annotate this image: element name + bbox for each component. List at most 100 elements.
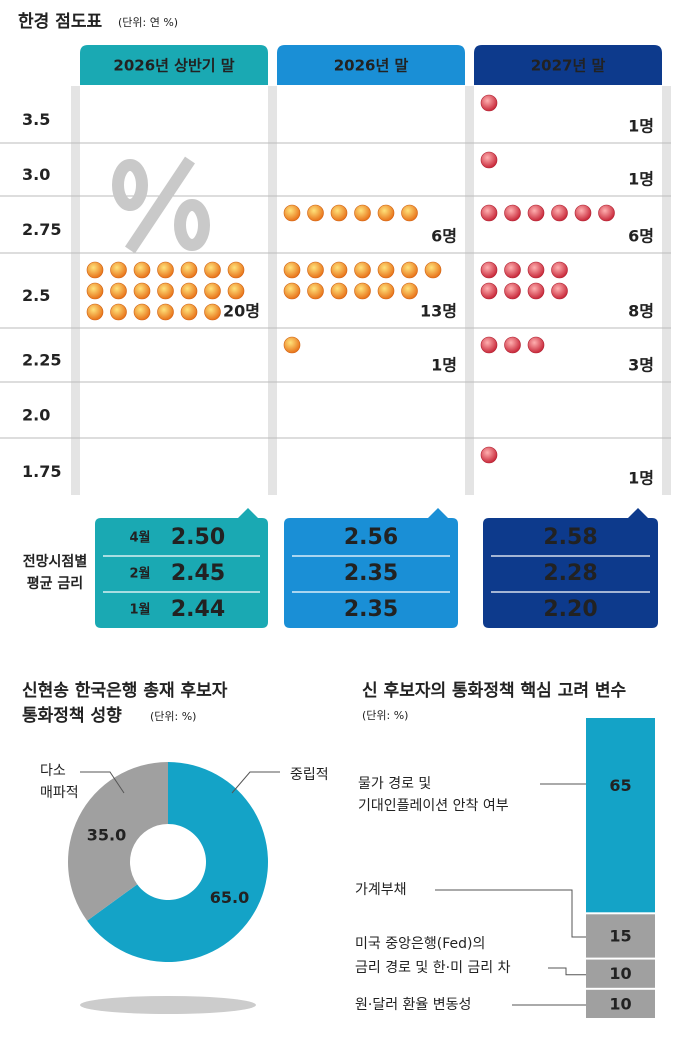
row-label: 4월 [129,530,150,546]
leader-line [231,771,280,794]
dot [480,282,498,300]
dot [480,446,498,464]
divider-strip [465,86,474,495]
count-label: 1명 [431,356,457,375]
dot [157,303,174,321]
row-label: 3.5 [22,110,50,129]
dot [551,204,568,222]
bar-value-label: 10 [609,964,631,983]
count-label: 6명 [628,227,654,246]
dot [377,204,395,222]
dot [307,261,324,279]
dot [133,261,151,279]
pie-category-label: 다소 [40,763,66,779]
bar-segment [586,718,655,913]
dot [527,204,545,222]
dot [283,261,301,279]
leader-line [435,889,586,938]
forecast-value: 2.35 [344,561,398,586]
count-label: 13명 [420,302,457,321]
bar-value-label: 15 [609,926,631,945]
bar-value-label: 65 [609,776,631,795]
dot [133,282,151,300]
dot [480,94,498,112]
bar-category-label: 물가 경로 및 [358,776,431,792]
dot [157,261,174,279]
pie-value-label: 65.0 [210,888,249,907]
dot [551,261,568,279]
row-label: 2.0 [22,406,50,425]
dot [283,336,301,354]
pie-unit: (단위: %) [150,710,196,723]
column-header-label: 2027년 말 [531,57,606,75]
pie-slice [87,762,269,963]
bar-category-label: 미국 중앙은행(Fed)의 [355,936,485,952]
bar-segment [586,989,655,1018]
table-label: 평균 금리 [27,575,83,592]
dot [227,261,245,279]
dot [157,282,174,300]
divider-strip [71,86,80,495]
pie-title: 신현송 한국은행 총재 후보자 [22,680,228,701]
dot [354,282,371,300]
count-label: 1명 [628,469,654,488]
dot [527,336,545,354]
forecast-value: 2.20 [543,597,597,622]
dot [283,282,301,300]
bar-category-label: 원·달러 환율 변동성 [355,997,471,1013]
title: 한경 점도표 [18,12,102,32]
dot [307,282,324,300]
divider-strip [268,86,277,495]
bar-segment [586,959,655,988]
unit: (단위: 연 %) [118,16,178,29]
bar-value-label: 10 [609,994,631,1013]
dot [180,303,198,321]
pie-slice [68,762,168,921]
forecast-box [483,508,658,628]
dot [330,261,348,279]
bar-unit: (단위: %) [362,709,408,722]
column-header [80,45,268,85]
forecast-value: 2.45 [171,561,225,586]
dot [110,282,127,300]
bar-category-label: 기대인플레이션 안착 여부 [358,798,509,814]
dot [480,261,498,279]
dot [504,204,521,222]
dot [401,282,418,300]
dot [401,204,418,222]
column-header-label: 2026년 상반기 말 [113,57,234,75]
dot [204,261,221,279]
count-label: 1명 [628,170,654,189]
dot [504,261,521,279]
row-label: 1월 [129,602,150,618]
pie-shadow [80,996,256,1014]
dot [204,282,221,300]
dot [504,336,521,354]
dot [377,282,395,300]
dot [86,282,104,300]
row-label: 2.5 [22,286,50,305]
dot [227,282,245,300]
forecast-box [95,508,268,628]
dot [180,282,198,300]
dot [480,336,498,354]
count-label: 8명 [628,302,654,321]
dot [133,303,151,321]
column-header [474,45,662,85]
dot [86,303,104,321]
dot [354,261,371,279]
dot [330,282,348,300]
row-label: 1.75 [22,462,61,481]
dot [598,204,615,222]
column-header [277,45,465,85]
count-label: 3명 [628,356,654,375]
dot [504,282,521,300]
dot [480,151,498,169]
dot [527,282,545,300]
leader-line [80,771,125,794]
forecast-value: 2.44 [171,597,225,622]
dot [377,261,395,279]
dot [307,204,324,222]
row-label: 3.0 [22,165,50,184]
